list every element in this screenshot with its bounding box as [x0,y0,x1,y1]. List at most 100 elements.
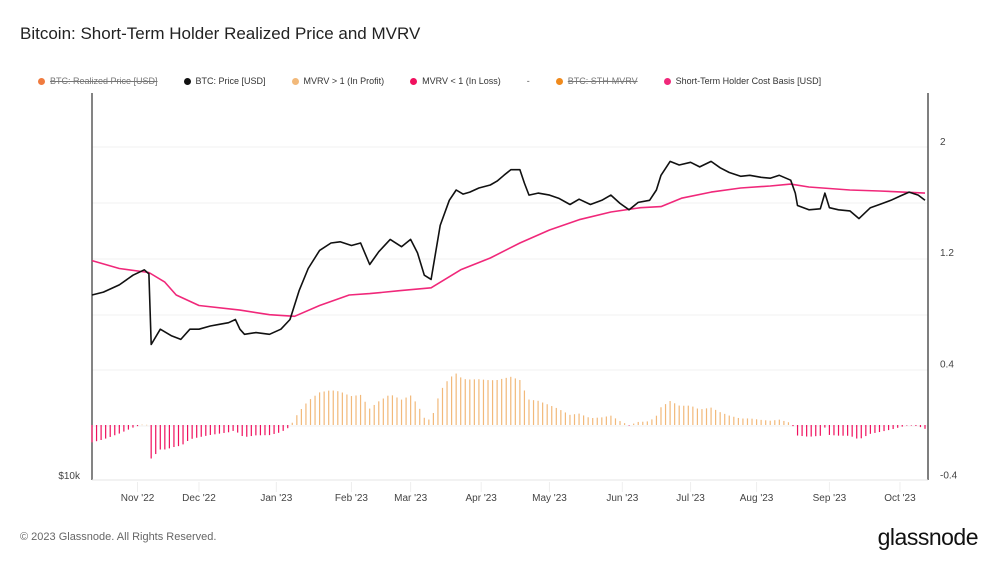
mvrv-profit-bar [419,408,421,425]
mvrv-loss-bar [177,425,180,447]
mvrv-loss-bar [150,425,152,459]
mvrv-profit-bar [332,390,334,425]
mvrv-loss-bar [273,425,275,434]
legend-item[interactable]: BTC: Realized Price [USD] [38,76,158,86]
mvrv-loss-bar [100,425,102,440]
x-tick-label: Feb '23 [335,493,368,504]
mvrv-loss-bar [892,425,894,430]
mvrv-profit-bar [328,390,330,425]
mvrv-loss-bar [906,425,908,426]
mvrv-profit-bar [300,408,302,425]
legend-dot-icon [663,77,671,85]
mvrv-profit-bar [309,399,312,425]
mvrv-profit-bar [787,422,790,425]
mvrv-profit-bar [715,409,717,425]
x-tick-label: Mar '23 [394,493,427,504]
legend-dot-icon [555,77,563,85]
mvrv-loss-bar [806,425,808,437]
mvrv-profit-bar [596,417,598,425]
copyright: © 2023 Glassnode. All Rights Reserved. [20,531,217,543]
mvrv-loss-bar [255,425,257,436]
mvrv-profit-bar [437,398,439,425]
x-tick-label: Oct '23 [884,493,916,504]
mvrv-profit-bar [760,419,762,425]
mvrv-loss-bar [897,425,899,428]
mvrv-loss-bar [109,425,111,437]
mvrv-profit-bar [701,409,703,425]
mvrv-loss-bar [132,425,134,428]
mvrv-profit-bar [569,414,571,425]
mvrv-profit-bar [487,380,489,425]
legend-item[interactable]: Short-Term Holder Cost Basis [USD] [663,76,822,86]
y-right-tick-label: 1.2 [940,248,954,259]
mvrv-profit-bar [505,377,507,425]
mvrv-profit-bar [560,410,562,425]
mvrv-profit-bar [742,418,744,425]
legend-label: MVRV > 1 (In Profit) [303,76,385,86]
mvrv-profit-bar [669,401,671,425]
mvrv-loss-bar [924,425,926,429]
mvrv-loss-bar [282,425,284,431]
mvrv-profit-bar [428,419,430,425]
x-tick-label: Apr '23 [466,493,498,504]
mvrv-profit-bar [655,415,658,425]
mvrv-loss-bar [837,425,840,436]
mvrv-loss-bar [801,425,803,437]
mvrv-loss-bar [869,425,871,434]
mvrv-loss-bar [851,425,853,437]
mvrv-loss-bar [796,425,799,436]
mvrv-profit-bar [542,402,544,425]
chart-legend: BTC: Realized Price [USD] BTC: Price [USD… [38,76,847,86]
glassnode-logo: glassnode [877,524,979,550]
mvrv-profit-bar [687,405,689,425]
legend-label: Short-Term Holder Cost Basis [USD] [675,76,822,86]
mvrv-profit-bar [746,418,749,425]
mvrv-profit-bar [501,378,503,425]
mvrv-loss-bar [223,425,225,433]
mvrv-profit-bar [460,377,462,425]
mvrv-profit-bar [724,413,726,425]
mvrv-loss-bar [819,425,821,436]
mvrv-profit-bar [674,403,676,425]
mvrv-profit-bar [528,399,530,425]
legend-item[interactable]: BTC: Price [USD] [183,76,266,86]
mvrv-profit-bar [400,399,403,425]
mvrv-profit-bar [410,395,412,425]
mvrv-loss-bar [186,425,189,441]
mvrv-loss-bar [278,425,280,433]
mvrv-profit-bar [382,398,384,425]
mvrv-profit-bar [765,420,767,425]
mvrv-profit-bar [605,416,607,425]
mvrv-loss-bar [259,425,262,436]
mvrv-loss-bar [842,425,844,436]
mvrv-profit-bar [692,406,694,425]
mvrv-profit-bar [346,394,348,425]
x-tick-label: Jan '23 [260,493,292,504]
mvrv-profit-bar [660,407,662,425]
mvrv-loss-bar [268,425,271,436]
mvrv-profit-bar [551,406,553,425]
mvrv-loss-bar [910,425,912,426]
mvrv-profit-bar [587,417,589,425]
legend-label: MVRV < 1 (In Loss) [422,76,501,86]
mvrv-profit-bar [546,404,548,425]
y-right-tick-label: -0.4 [940,471,958,482]
mvrv-profit-bar [523,390,526,425]
x-tick-label: Aug '23 [740,493,774,504]
mvrv-profit-bar [537,400,539,425]
legend-item[interactable]: MVRV < 1 (In Loss) [410,76,501,86]
legend-dot-icon [38,77,45,85]
mvrv-profit-bar [564,412,566,425]
mvrv-profit-bar [728,415,730,425]
mvrv-profit-bar [423,417,425,425]
mvrv-profit-bar [751,418,753,425]
legend-item[interactable]: BTC: STH-MVRV [555,76,638,86]
legend-separator: - [526,76,530,86]
legend-item[interactable]: MVRV > 1 (In Profit) [291,76,385,86]
mvrv-profit-bar [532,400,535,425]
mvrv-loss-bar [241,425,243,437]
mvrv-loss-bar [810,425,812,437]
mvrv-loss-bar [159,425,161,450]
mvrv-loss-bar [828,425,831,435]
mvrv-profit-bar [314,395,316,425]
